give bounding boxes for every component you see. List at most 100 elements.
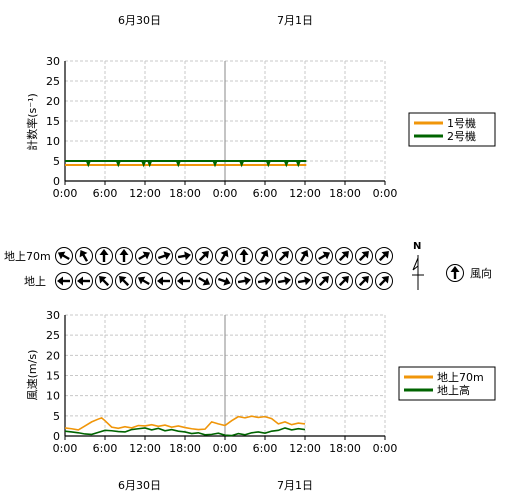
- wind-direction-rows: [55, 247, 393, 290]
- wind-arrow-icon: [355, 272, 373, 290]
- series-line-2: [64, 427, 306, 437]
- wind-legend-arrow-icon: [446, 264, 464, 282]
- wind-arrow-icon: [175, 272, 193, 290]
- y-tick-label: 0: [53, 175, 60, 188]
- series-dip-mark: [283, 160, 289, 168]
- wind-arrow-icon: [295, 272, 313, 290]
- series-line-1: [64, 415, 306, 431]
- x-tick-label: 18:00: [169, 187, 201, 200]
- legend-entry: 2号機: [447, 129, 476, 143]
- north-compass: N: [412, 241, 424, 290]
- compass-needle-icon: [412, 255, 424, 290]
- count-rate-ylabel: 計数率(s⁻¹): [25, 93, 39, 151]
- wind-arrow-icon: [115, 247, 133, 265]
- y-tick-label: 0: [53, 430, 60, 443]
- y-tick-label: 25: [46, 75, 60, 88]
- wind-arrow-icon: [95, 272, 113, 290]
- wind-speed-ylabel: 風速(m/s): [26, 350, 39, 401]
- wind-arrow-icon: [355, 247, 373, 265]
- wind-arrow-icon: [135, 272, 153, 290]
- legend-entry: 地上高: [437, 383, 470, 397]
- wind-arrow-icon: [55, 272, 73, 290]
- north-label: N: [413, 241, 421, 252]
- wind-arrow-icon: [375, 247, 393, 265]
- wind-arrow-icon: [55, 247, 73, 265]
- x-tick-label: 12:00: [289, 187, 321, 200]
- wind-arrow-icon: [335, 247, 353, 265]
- x-tick-label: 6:00: [253, 187, 278, 200]
- x-tick-label: 18:00: [329, 187, 361, 200]
- x-tick-label: 6:00: [93, 442, 118, 455]
- x-tick-label: 0:00: [213, 187, 238, 200]
- wind-arrow-icon: [375, 272, 393, 290]
- y-tick-label: 5: [53, 410, 60, 423]
- x-tick-label: 0:00: [213, 442, 238, 455]
- y-tick-label: 20: [46, 95, 60, 108]
- wind-arrow-icon: [75, 272, 93, 290]
- wind-arrow-icon: [235, 247, 253, 265]
- date-label-bottom-day1: 6月30日: [118, 479, 161, 492]
- wind-arrow-icon: [275, 247, 293, 265]
- legend-entry: 1号機: [447, 116, 476, 130]
- wind-arrow-icon: [315, 272, 333, 290]
- y-tick-label: 30: [46, 309, 60, 322]
- wind-arrow-icon: [215, 272, 233, 290]
- x-tick-label: 0:00: [53, 187, 78, 200]
- legend-box: [408, 112, 496, 147]
- y-tick-label: 15: [46, 115, 60, 128]
- x-tick-label: 0:00: [373, 187, 398, 200]
- date-label-bottom-day2: 7月1日: [277, 479, 313, 492]
- date-label-top-day2: 7月1日: [277, 14, 313, 27]
- wind-arrow-icon: [95, 247, 113, 265]
- wind-arrow-icon: [335, 272, 353, 290]
- wind-arrow-icon: [175, 247, 193, 265]
- wind-arrow-icon: [75, 247, 93, 265]
- wind-arrow-icon: [275, 272, 293, 290]
- count-rate-chart: 0 5 10 15 20 25 30 0:00 6:00 12:00 18:00 0:00 6:00 12…: [46, 55, 496, 200]
- x-tick-label: 12:00: [289, 442, 321, 455]
- date-label-top-day1: 6月30日: [118, 14, 161, 27]
- series-dip-mark: [147, 160, 153, 168]
- series-dip-mark: [115, 160, 121, 168]
- series-dip-mark: [85, 160, 91, 168]
- wind-arrow-icon: [115, 272, 133, 290]
- y-tick-label: 10: [46, 135, 60, 148]
- wind-arrow-icon: [295, 247, 313, 265]
- y-tick-label: 25: [46, 329, 60, 342]
- y-tick-label: 15: [46, 370, 60, 383]
- wind-arrow-icon: [155, 247, 173, 265]
- wind-legend-label: 風向: [470, 266, 492, 280]
- x-tick-label: 0:00: [373, 442, 398, 455]
- x-tick-label: 6:00: [93, 187, 118, 200]
- wind-row-label-lower: 地上: [24, 275, 46, 288]
- y-tick-label: 5: [53, 155, 60, 168]
- wind-arrow-icon: [135, 247, 153, 265]
- legend-box: [398, 366, 496, 401]
- wind-arrow-icon: [315, 247, 333, 265]
- wind-direction-legend: [446, 264, 464, 282]
- series-dip-mark: [265, 160, 271, 168]
- wind-speed-chart: 0 5 10 15 20 25 30 0:00 6:00 12:00 18:00 0:00 6:00 12…: [46, 309, 496, 455]
- wind-arrow-icon: [215, 247, 233, 265]
- y-tick-label: 20: [46, 349, 60, 362]
- series-dip-mark: [175, 160, 181, 168]
- x-tick-label: 18:00: [169, 442, 201, 455]
- wind-arrow-icon: [195, 247, 213, 265]
- x-tick-label: 12:00: [129, 187, 161, 200]
- x-tick-label: 12:00: [129, 442, 161, 455]
- x-tick-label: 0:00: [53, 442, 78, 455]
- series-dip-mark: [295, 160, 301, 168]
- x-tick-label: 6:00: [253, 442, 278, 455]
- series-dip-mark: [141, 160, 147, 168]
- wind-arrow-icon: [255, 247, 273, 265]
- series-dip-mark: [212, 160, 218, 168]
- series-dip-mark: [239, 160, 245, 168]
- legend-entry: 地上70m: [437, 371, 484, 384]
- x-tick-label: 18:00: [329, 442, 361, 455]
- wind-arrow-icon: [155, 272, 173, 290]
- wind-row-label-upper: 地上70m: [4, 250, 51, 263]
- y-tick-label: 10: [46, 390, 60, 403]
